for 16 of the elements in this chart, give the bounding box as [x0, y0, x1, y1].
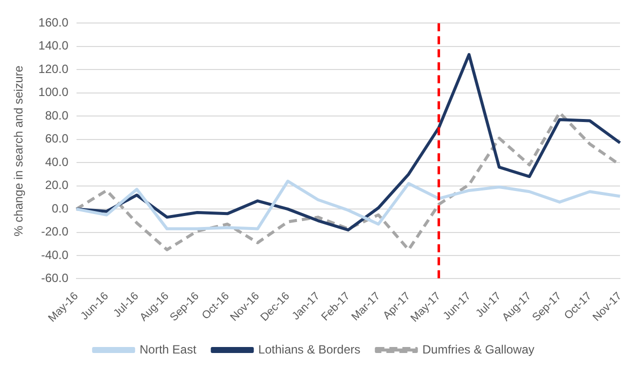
y-tick-label: 60.0 [45, 132, 69, 146]
y-tick-label: 120.0 [38, 62, 69, 76]
y-tick-label: 160.0 [38, 16, 69, 30]
y-tick-label: 100.0 [38, 85, 69, 100]
y-tick-label: -20.0 [41, 224, 69, 239]
y-axis-title: % change in search and seizure [12, 65, 26, 236]
y-tick-label: 80.0 [45, 108, 69, 122]
y-tick-label: 0.0 [52, 201, 69, 216]
y-tick-label: -60.0 [41, 271, 69, 286]
legend-label: Dumfries & Galloway [422, 342, 534, 356]
legend-label: North East [140, 342, 197, 356]
y-tick-label: 40.0 [45, 154, 69, 169]
y-tick-label: 140.0 [38, 38, 69, 53]
y-tick-label: 20.0 [45, 178, 69, 192]
legend-label: Lothians & Borders [258, 342, 360, 356]
y-tick-label: -40.0 [41, 248, 69, 262]
